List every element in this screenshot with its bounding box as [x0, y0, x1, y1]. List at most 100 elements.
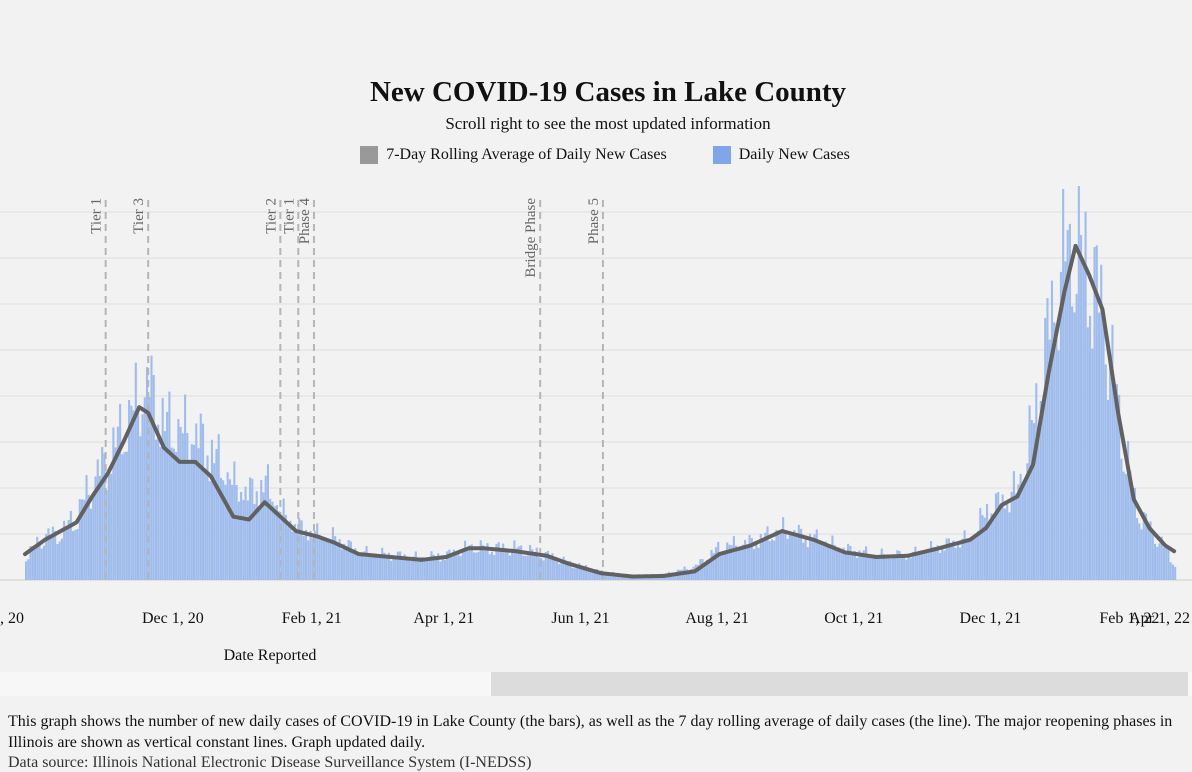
daily-cases-bar — [1028, 405, 1031, 580]
daily-cases-bar — [1100, 264, 1103, 580]
daily-cases-bar — [116, 426, 119, 580]
daily-cases-bar — [441, 557, 444, 580]
daily-cases-bar — [1057, 350, 1060, 580]
daily-cases-bar — [1006, 503, 1009, 580]
daily-cases-bar — [880, 548, 883, 580]
daily-cases-bar — [977, 530, 980, 580]
daily-cases-bar — [340, 549, 343, 580]
daily-cases-bar — [1071, 306, 1074, 580]
daily-cases-bar — [280, 516, 283, 580]
daily-cases-bar — [1066, 230, 1069, 581]
daily-cases-bar — [215, 449, 218, 580]
daily-cases-bar — [710, 549, 713, 580]
daily-cases-bar — [1015, 493, 1018, 580]
daily-cases-bar — [1109, 361, 1112, 580]
daily-cases-bar — [251, 478, 254, 580]
legend-item-rolling-average[interactable]: 7-Day Rolling Average of Daily New Cases — [360, 146, 667, 164]
daily-cases-bar — [237, 501, 240, 580]
daily-cases-bar — [387, 552, 390, 580]
daily-cases-bar — [889, 558, 892, 580]
scrollbar-thumb[interactable] — [491, 672, 1188, 696]
daily-cases-bar — [313, 531, 317, 580]
daily-cases-bar — [31, 546, 34, 580]
daily-cases-bar — [585, 565, 588, 580]
daily-cases-bar — [947, 538, 950, 580]
daily-cases-bar — [914, 546, 917, 580]
daily-cases-bar — [746, 545, 749, 580]
daily-cases-bar — [508, 555, 511, 580]
daily-cases-bar — [298, 518, 301, 580]
daily-cases-bar — [999, 509, 1002, 580]
x-tick-label: Aug 1, 21 — [685, 610, 749, 627]
daily-cases-bar — [670, 574, 673, 580]
daily-cases-bar — [327, 539, 330, 580]
daily-cases-bar — [157, 424, 160, 580]
daily-cases-bar — [54, 530, 57, 580]
daily-cases-bar — [513, 540, 516, 580]
daily-cases-bar — [768, 541, 771, 580]
daily-cases-bar — [89, 508, 93, 580]
phase-label: Phase 5 — [586, 198, 602, 244]
daily-cases-bar — [1138, 523, 1141, 580]
daily-cases-bar — [1039, 400, 1042, 580]
daily-cases-bar — [105, 490, 108, 580]
daily-cases-bar — [210, 439, 214, 580]
daily-cases-bar — [1113, 389, 1116, 580]
daily-cases-bar — [1122, 471, 1125, 580]
daily-cases-bar — [170, 447, 173, 580]
daily-cases-bar — [293, 524, 296, 580]
daily-cases-bar — [244, 486, 247, 580]
daily-cases-bar — [390, 560, 393, 580]
daily-cases-bar — [329, 540, 332, 580]
daily-cases-bar — [770, 539, 774, 580]
daily-cases-bar — [1129, 471, 1132, 580]
horizontal-scrollbar[interactable] — [0, 672, 1192, 696]
chart-title: New COVID-19 Cases in Lake County — [369, 76, 847, 108]
daily-cases-bar — [405, 558, 408, 580]
daily-cases-bar — [65, 528, 68, 580]
daily-cases-bar — [1167, 549, 1170, 580]
daily-cases-bar — [1171, 564, 1174, 580]
daily-cases-bar — [208, 481, 211, 580]
daily-cases-bar — [233, 461, 236, 580]
daily-cases-bar — [844, 552, 847, 580]
daily-cases-bar — [782, 517, 785, 580]
daily-cases-bar — [517, 546, 520, 580]
daily-cases-bar — [1046, 298, 1049, 580]
daily-cases-bar — [399, 551, 402, 580]
daily-cases-bar — [896, 550, 899, 580]
daily-cases-bar — [172, 448, 175, 580]
daily-cases-bar — [898, 551, 901, 580]
daily-cases-bar — [130, 405, 133, 580]
daily-cases-bar — [835, 550, 838, 580]
daily-cases-bar — [981, 515, 984, 580]
daily-cases-bar — [753, 548, 756, 580]
daily-cases-bar — [417, 558, 420, 580]
daily-cases-bar — [1147, 528, 1150, 580]
daily-cases-bar — [690, 568, 693, 580]
daily-cases-bar — [45, 533, 48, 580]
daily-cases-bar — [708, 559, 711, 580]
daily-cases-bar — [540, 557, 543, 580]
daily-cases-bar — [809, 533, 812, 580]
daily-cases-bar — [723, 552, 726, 580]
daily-cases-bar — [806, 547, 809, 580]
daily-cases-bar — [1026, 463, 1029, 580]
daily-cases-bar — [235, 485, 238, 580]
daily-cases-bar — [974, 536, 977, 580]
daily-cases-bar — [481, 545, 485, 580]
daily-cases-bar — [408, 557, 411, 580]
daily-cases-bar — [537, 557, 541, 580]
daily-cases-bar — [916, 554, 919, 580]
daily-cases-bar — [1131, 489, 1134, 580]
daily-cases-bar — [625, 576, 628, 580]
daily-cases-bar — [42, 545, 46, 580]
daily-cases-bar — [757, 547, 760, 580]
daily-cases-bar — [813, 534, 816, 580]
x-tick-label: , 20 — [0, 610, 24, 627]
legend-item-daily-cases[interactable]: Daily New Cases — [712, 146, 850, 164]
daily-cases-bar — [573, 568, 576, 580]
daily-cases-bar — [345, 549, 348, 580]
daily-cases-bar — [361, 556, 364, 580]
daily-cases-bar — [800, 528, 803, 580]
